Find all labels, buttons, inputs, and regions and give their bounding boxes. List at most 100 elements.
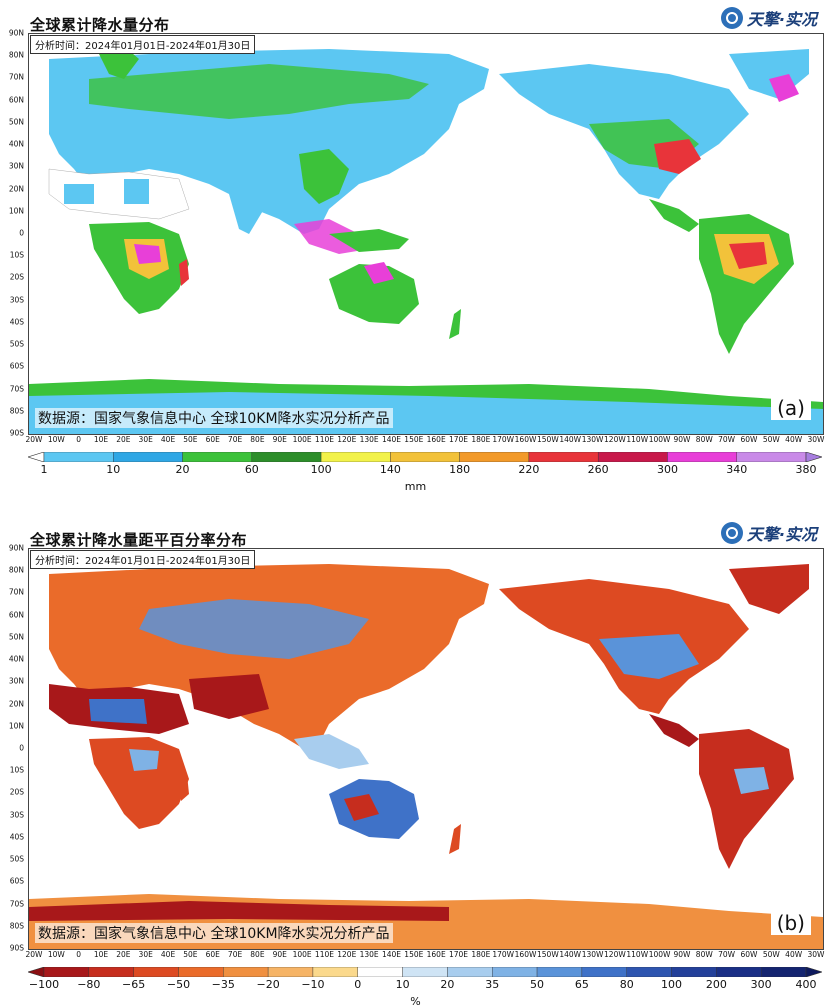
latitude-tick: 10S xyxy=(9,765,24,775)
longitude-tick: 70E xyxy=(227,435,243,444)
latitude-tick: 20N xyxy=(8,184,24,194)
colorbar-segment xyxy=(760,967,807,977)
longitude-tick: 90W xyxy=(673,435,691,444)
latitude-tick: 40S xyxy=(9,832,24,842)
longitude-tick: 30W xyxy=(807,435,825,444)
colorbar xyxy=(28,452,822,462)
indonesia-islands xyxy=(329,229,409,252)
colorbar-segment xyxy=(716,967,762,977)
colorbar-ticks: 1 10 20 60 100 140 180 220 260 300 340 380 xyxy=(28,463,822,477)
map-title: 全球累计降水量分布 xyxy=(30,16,170,34)
colorbar-segment xyxy=(113,452,183,462)
latitude-tick: 50N xyxy=(8,117,24,127)
longitude-tick: 110E xyxy=(314,435,334,444)
sahara-blue-patch-2 xyxy=(124,179,149,204)
colorbar-tick-label: −80 xyxy=(77,978,101,991)
colorbar-tick-label: 80 xyxy=(619,978,634,991)
central-america xyxy=(649,714,699,747)
latitude-tick: 40N xyxy=(8,139,24,149)
latitude-tick: 90S xyxy=(9,428,24,438)
greenland xyxy=(729,564,809,614)
longitude-tick: 30E xyxy=(138,950,153,959)
longitude-tick: 120W xyxy=(604,435,626,444)
latitude-tick: 70N xyxy=(8,587,24,597)
longitude-tick: 10E xyxy=(93,950,109,959)
colorbar-segment xyxy=(223,967,269,977)
colorbar-ticks: −100 −80 −65 −50 −35 −20 −10 0 10 20 35 50 65 80 100 20… xyxy=(28,978,822,992)
madagascar xyxy=(179,259,189,286)
longitude-tick: 60E xyxy=(205,435,220,444)
latitude-tick: 50S xyxy=(9,339,24,349)
longitude-tick: 50W xyxy=(762,950,780,959)
longitude-tick: 40E xyxy=(160,950,176,959)
colorbar-segment xyxy=(447,967,493,977)
colorbar-unit: % xyxy=(410,995,421,1008)
latitude-tick: 60S xyxy=(9,876,24,886)
colorbar-segment xyxy=(357,967,403,977)
colorbar-tick-label: 400 xyxy=(795,978,817,991)
longitude-axis: 20W 10W 0 10E 20E 30E 40E 50E 60E 70E 80E 90E 100E 11… xyxy=(26,435,825,447)
latitude-axis: 90N 80N 70N 60N 50N 40N 30N 20N 10N 0 10S 20S 30S 40S… xyxy=(0,29,26,438)
sa-blue xyxy=(734,767,769,794)
latitude-tick: 20S xyxy=(9,272,24,282)
panel-precipitation-total: 全球累计降水量分布 天擎·实况 90N 80N 70N 60N 50N 40N 30N 20N… xyxy=(0,0,831,495)
colorbar-tick-label: 220 xyxy=(518,463,540,476)
brand-name: 天擎·实况 xyxy=(746,525,817,544)
latitude-tick: 80N xyxy=(8,565,24,575)
longitude-tick: 10W xyxy=(47,435,65,444)
latitude-tick: 70N xyxy=(8,72,24,82)
precip-map-svg xyxy=(29,46,823,434)
longitude-tick: 180E xyxy=(471,950,491,959)
eurasia-blue-band xyxy=(139,599,369,659)
longitude-tick: 110W xyxy=(626,950,649,959)
colorbar-tick-label: −100 xyxy=(28,978,60,991)
colorbar-segment xyxy=(597,452,668,462)
longitude-tick: 150W xyxy=(537,950,559,959)
longitude-axis: 20W 10W 0 10E 20E 30E 40E 50E 60E 70E 80E 90E 100E 11… xyxy=(26,950,825,962)
africa-blue xyxy=(129,749,159,771)
brand-logo: 天擎·实况 xyxy=(720,521,817,545)
longitude-tick: 90E xyxy=(272,950,287,959)
longitude-tick: 100W xyxy=(648,435,671,444)
latitude-tick: 90S xyxy=(9,943,24,953)
eurasia-green-patches xyxy=(89,64,429,119)
latitude-tick: 20N xyxy=(8,699,24,709)
longitude-tick: 100E xyxy=(292,950,312,959)
panel-label: (b) xyxy=(770,911,811,935)
colorbar-tick-label: 60 xyxy=(244,463,259,476)
australia-north-wet xyxy=(364,262,394,284)
latitude-tick: 80S xyxy=(9,921,24,931)
longitude-tick: 110E xyxy=(314,950,334,959)
colorbar-segment xyxy=(402,967,448,977)
latitude-tick: 70S xyxy=(9,384,24,394)
brand-globe-icon xyxy=(720,522,743,544)
latitude-tick: 80N xyxy=(8,50,24,60)
longitude-tick: 150E xyxy=(404,950,424,959)
longitude-tick: 60E xyxy=(205,950,220,959)
na-blue xyxy=(599,634,699,679)
latitude-tick: 60N xyxy=(8,95,24,105)
colorbar xyxy=(28,967,822,977)
longitude-tick: 160E xyxy=(426,950,446,959)
longitude-tick: 10W xyxy=(47,950,65,959)
world-map xyxy=(28,33,824,435)
analysis-period: 分析时间：2024年01月01日-2024年01月30日 xyxy=(30,550,256,569)
longitude-tick: 50W xyxy=(762,435,780,444)
brand-logo: 天擎·实况 xyxy=(720,6,817,30)
latitude-tick: 30N xyxy=(8,676,24,686)
longitude-tick: 70E xyxy=(227,950,243,959)
longitude-tick: 170W xyxy=(492,435,515,444)
colorbar-segment xyxy=(671,967,717,977)
longitude-tick: 110W xyxy=(626,435,649,444)
data-source-note: 数据源：国家气象信息中心 全球10KM降水实况分析产品 xyxy=(35,923,393,943)
maritime-se-asia xyxy=(294,734,369,769)
latitude-tick: 80S xyxy=(9,406,24,416)
colorbar-segment xyxy=(492,967,538,977)
longitude-tick: 160W xyxy=(514,435,537,444)
colorbar-tick-label: 10 xyxy=(106,463,121,476)
latitude-tick: 50S xyxy=(9,854,24,864)
latitude-tick: 30N xyxy=(8,161,24,171)
longitude-tick: 70W xyxy=(718,950,736,959)
latitude-tick: 40S xyxy=(9,317,24,327)
antarctica-red xyxy=(29,901,449,921)
